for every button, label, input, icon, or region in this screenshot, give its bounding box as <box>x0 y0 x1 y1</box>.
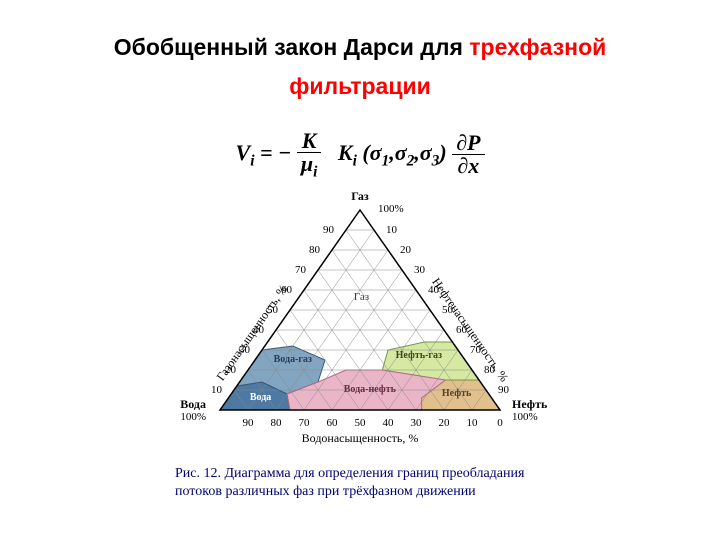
formula-Ki-sub: i <box>353 152 357 169</box>
svg-text:Вода-газ: Вода-газ <box>274 354 312 365</box>
formula-dx: ∂x <box>452 155 484 177</box>
svg-text:20: 20 <box>439 417 451 429</box>
svg-text:90: 90 <box>498 384 510 396</box>
formula-dP: ∂P <box>452 132 484 155</box>
svg-text:0: 0 <box>497 417 503 429</box>
svg-text:Вода: Вода <box>180 397 206 411</box>
title-part-1: Обобщенный закон Дарси для <box>114 34 463 60</box>
svg-text:100%: 100% <box>378 203 404 215</box>
svg-text:Вода: Вода <box>250 392 271 403</box>
svg-text:Газ: Газ <box>354 291 369 303</box>
formula-s2: σ <box>395 140 407 165</box>
formula-V-sub: i <box>250 152 254 169</box>
svg-text:80: 80 <box>271 417 283 429</box>
svg-text:Водонасыщенность, %: Водонасыщенность, % <box>302 431 419 445</box>
svg-text:10: 10 <box>211 384 223 396</box>
svg-text:Нефть: Нефть <box>442 388 472 399</box>
svg-text:60: 60 <box>327 417 339 429</box>
svg-text:100%: 100% <box>180 411 206 423</box>
svg-text:Газ: Газ <box>351 190 369 203</box>
svg-text:30: 30 <box>414 264 426 276</box>
svg-text:90: 90 <box>323 224 335 236</box>
svg-text:10: 10 <box>386 224 398 236</box>
svg-text:40: 40 <box>383 417 395 429</box>
page-title: Обобщенный закон Дарси для трехфазной фи… <box>60 28 660 106</box>
svg-text:100%: 100% <box>512 411 538 423</box>
ternary-svg: 1020304050607080901020304050607080909080… <box>160 190 560 455</box>
formula: Vi = − K μi Ki (σ1,σ2,σ3) ∂P ∂x <box>0 130 720 180</box>
svg-text:80: 80 <box>309 244 321 256</box>
formula-V: V <box>236 140 251 165</box>
svg-text:90: 90 <box>243 417 255 429</box>
svg-text:10: 10 <box>467 417 479 429</box>
svg-text:70: 70 <box>295 264 307 276</box>
formula-eq: = − <box>260 140 297 165</box>
formula-mu-sub: i <box>313 163 317 180</box>
svg-text:20: 20 <box>400 244 412 256</box>
formula-K: K <box>297 130 322 153</box>
formula-s1: σ <box>370 140 382 165</box>
formula-Ki: K <box>338 140 353 165</box>
svg-text:70: 70 <box>299 417 311 429</box>
ternary-diagram: 1020304050607080901020304050607080909080… <box>160 190 560 455</box>
svg-text:50: 50 <box>355 417 367 429</box>
svg-text:Вода-нефть: Вода-нефть <box>344 384 397 395</box>
formula-s3: σ <box>420 140 432 165</box>
svg-text:Нефть-газ: Нефть-газ <box>396 350 442 361</box>
svg-text:30: 30 <box>411 417 423 429</box>
figure-caption: Рис. 12. Диаграмма для определения грани… <box>175 465 545 500</box>
formula-mu: μ <box>301 151 313 176</box>
svg-text:Нефть: Нефть <box>512 397 548 411</box>
